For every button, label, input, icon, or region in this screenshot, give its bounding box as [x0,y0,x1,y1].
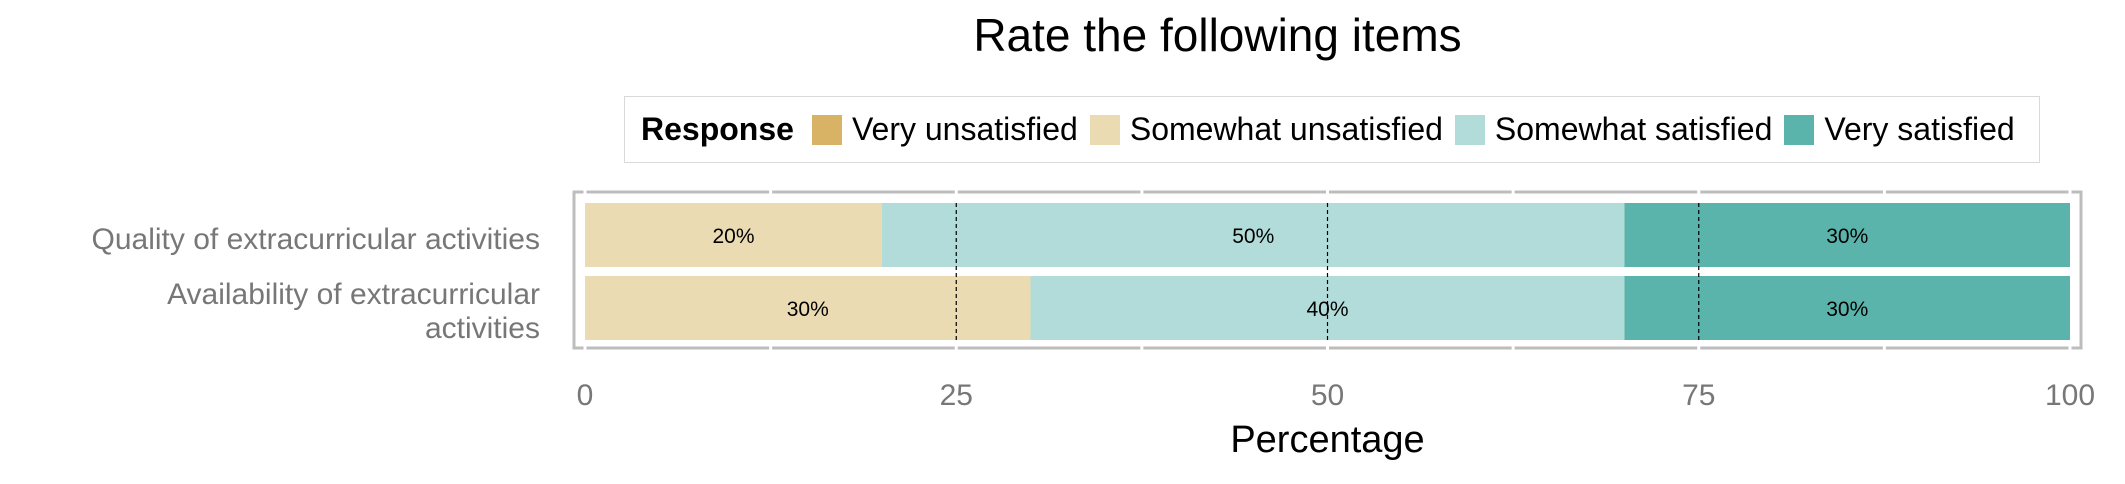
x-tick-label: 100 [2045,379,2095,412]
legend-title: Response [641,111,794,147]
legend-swatch [1089,114,1120,145]
legend-item-somewhat-satisfied: Somewhat satisfied [1454,111,1773,148]
legend-label: Very unsatisfied [851,111,1078,147]
x-tick-label: 25 [940,379,973,412]
bar-segment [882,203,1625,267]
data-label: 20% [712,225,754,248]
data-label: 30% [1826,298,1868,321]
bar-segment [585,203,882,267]
legend: Response Very unsatisfied Somewhat unsat… [624,96,2040,163]
legend-swatch [811,114,842,145]
x-tick-label: 0 [577,379,594,412]
category-label: activities [425,312,540,345]
legend-label: Somewhat satisfied [1494,111,1773,147]
legend-label: Somewhat unsatisfied [1129,111,1443,147]
data-label: 30% [787,298,829,321]
legend-swatch [1784,114,1815,145]
legend-label: Very satisfied [1824,111,2015,147]
data-label: 30% [1826,225,1868,248]
x-axis-title: Percentage [1230,419,1424,461]
x-tick-label: 75 [1682,379,1715,412]
category-label: Availability of extracurricular [167,278,540,311]
data-label: 40% [1306,298,1348,321]
legend-item-very-unsatisfied: Very unsatisfied [811,111,1078,148]
x-tick-label: 50 [1311,379,1344,412]
legend-item-somewhat-unsatisfied: Somewhat unsatisfied [1089,111,1443,148]
chart-title: Rate the following items [973,9,1462,61]
legend-item-very-satisfied: Very satisfied [1784,111,2015,148]
category-label: Quality of extracurricular activities [92,223,540,256]
data-label: 50% [1232,225,1274,248]
legend-swatch [1454,114,1485,145]
